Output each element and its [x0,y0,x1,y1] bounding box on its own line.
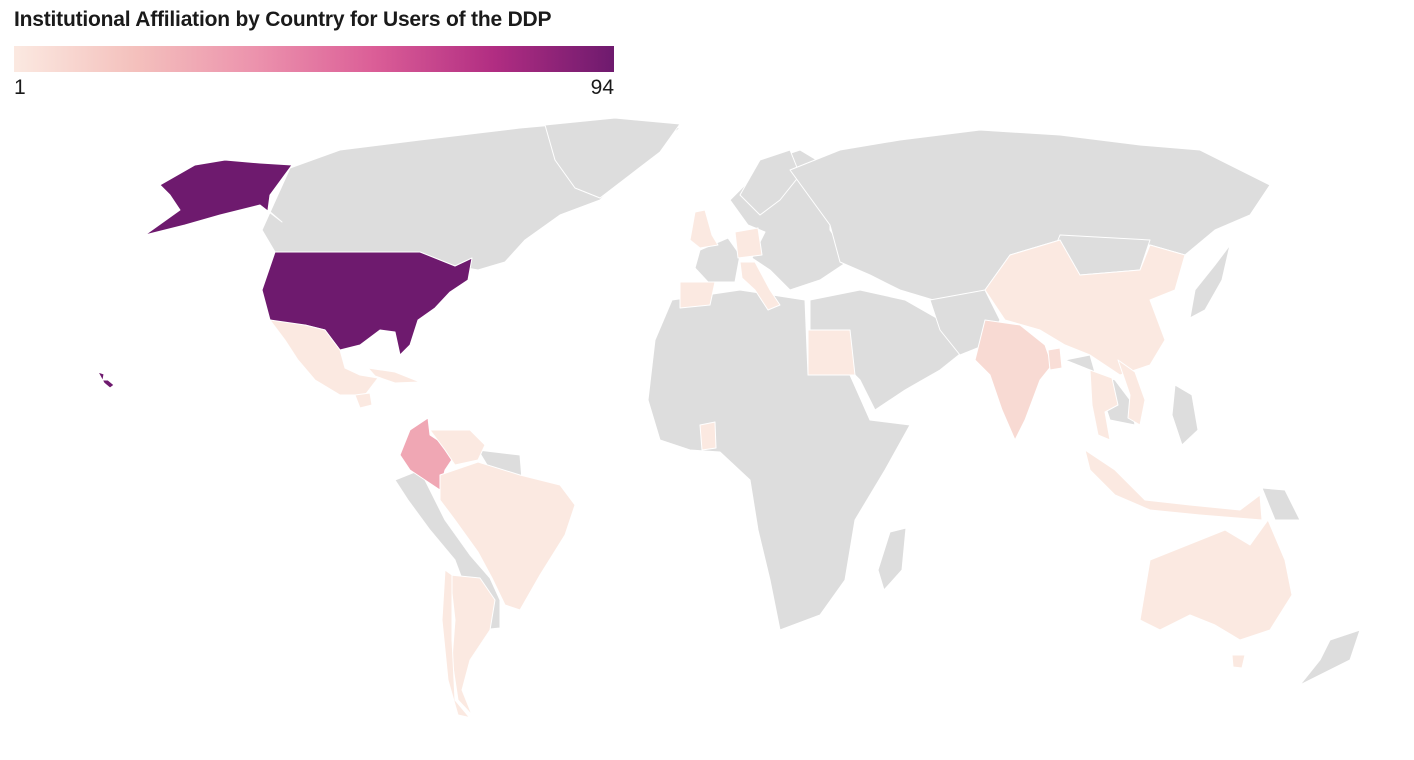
country-india[interactable] [974,319,1053,441]
country-egypt[interactable] [807,329,856,376]
country-france[interactable] [694,237,741,283]
country-guatemala[interactable] [354,392,373,409]
country-venezuela[interactable] [429,429,486,466]
country-greenland[interactable] [544,117,681,199]
legend-max-label: 94 [590,76,614,99]
data-countries [97,159,1293,723]
map-title: Institutional Affiliation by Country for… [14,8,552,31]
country-thailand[interactable] [1089,369,1119,441]
country-vietnam[interactable] [1117,359,1146,426]
country-bangladesh[interactable] [1047,347,1063,371]
country-argentina[interactable] [449,574,496,716]
legend-min-label: 1 [14,76,26,99]
country-brazil[interactable] [439,461,576,611]
country-mexico[interactable] [269,319,379,396]
country-united-states-hawaii[interactable] [97,371,115,389]
color-legend-bar [14,46,614,72]
new-zealand[interactable] [1299,629,1361,686]
country-cuba[interactable] [367,367,421,384]
country-germany[interactable] [734,227,763,259]
papua-new-guinea[interactable] [1261,487,1301,521]
country-spain[interactable] [679,281,716,309]
country-indonesia[interactable] [1084,449,1263,521]
country-colombia[interactable] [399,417,456,491]
world-map [97,117,1361,723]
country-madagascar[interactable] [877,527,907,591]
country-ghana[interactable] [699,421,717,451]
country-australia[interactable] [1139,519,1293,641]
country-china[interactable] [984,239,1186,376]
country-united-kingdom[interactable] [689,209,719,249]
country-chile[interactable] [441,569,491,723]
country-united-states-alaska[interactable] [144,159,293,236]
country-japan[interactable] [1189,244,1231,319]
country-italy[interactable] [739,261,781,311]
philippines[interactable] [1171,384,1199,446]
country-australia-tasmania[interactable] [1231,654,1246,669]
